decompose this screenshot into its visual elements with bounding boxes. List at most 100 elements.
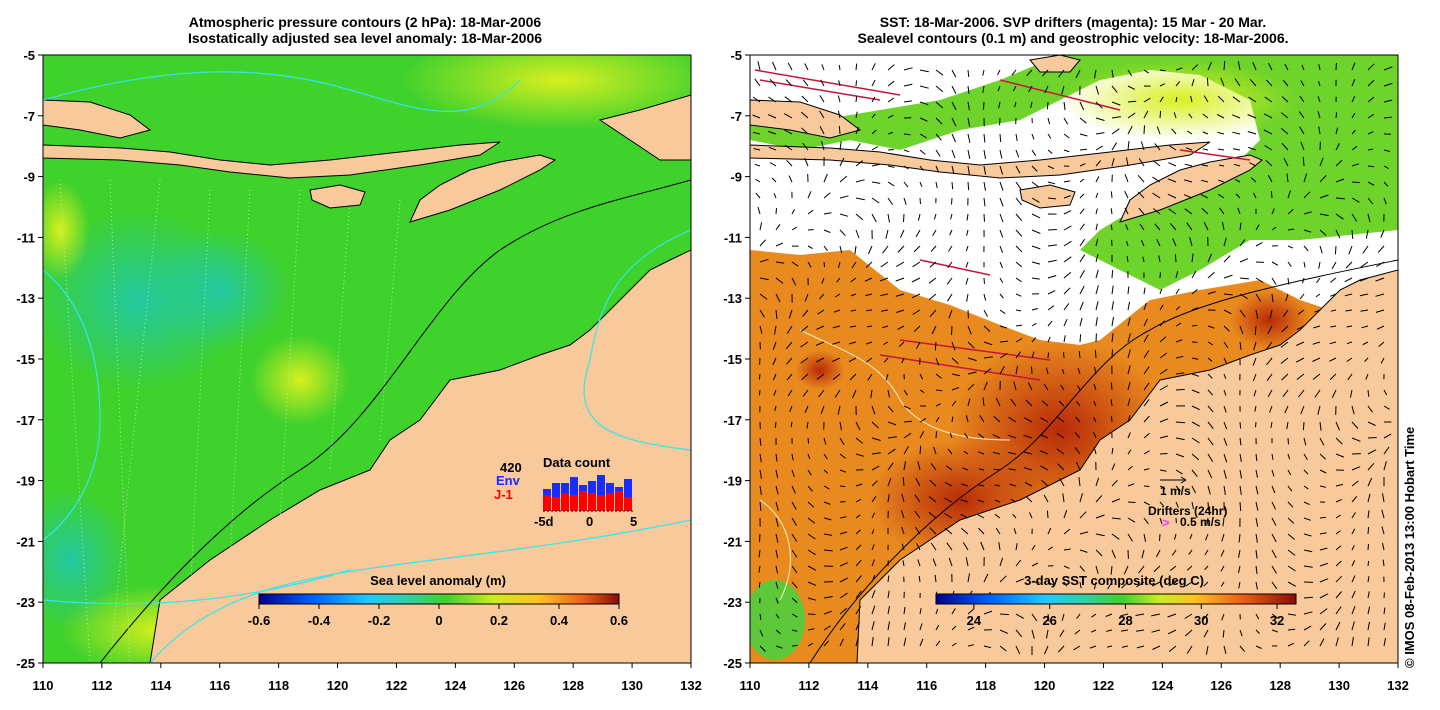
velocity-vector [1153,565,1161,573]
velocity-vector [1143,110,1149,119]
velocity-vector [1143,382,1150,391]
bathymetry-contour [99,179,691,663]
velocity-vector [1205,645,1209,655]
velocity-vector [951,133,957,143]
velocity-vector [1287,228,1295,231]
velocity-vector [1173,112,1177,119]
velocity-vector [1200,194,1209,199]
velocity-vector [887,462,894,471]
velocity-vector [1303,229,1312,233]
velocity-vector [935,133,942,141]
j1-count-bar [615,491,623,511]
velocity-vector [1060,384,1065,391]
velocity-vector [1175,271,1179,279]
velocity-vector [839,546,848,551]
velocity-vector [967,371,977,375]
velocity-vector [1330,309,1337,312]
velocity-vector [1063,149,1070,153]
velocity-vector [823,212,832,215]
velocity-vector [804,405,809,414]
lat-tick-label: -9 [23,170,35,185]
velocity-vector [752,131,761,135]
velocity-vector [1140,239,1145,247]
velocity-vector [887,181,895,187]
lat-tick-label: -23 [16,595,35,610]
velocity-vector [1143,287,1146,295]
velocity-vector [783,113,793,119]
velocity-vector [1090,629,1097,633]
velocity-vector [1191,373,1200,377]
velocity-vector [962,467,969,471]
velocity-vector [887,165,895,168]
velocity-vector [1216,114,1225,119]
velocity-vector [1319,437,1325,446]
velocity-vector [917,213,921,221]
velocity-vector [1335,197,1345,200]
velocity-vector [855,63,858,71]
velocity-vector [775,549,779,559]
velocity-vector [1127,112,1136,119]
velocity-vector [978,484,985,487]
colorbar-tick-label: -0.4 [308,613,331,628]
velocity-vector [851,261,857,269]
imos-credit: © IMOS 08-Feb-2013 13:00 Hobart Time [1402,426,1417,668]
velocity-vector [1015,559,1022,567]
velocity-vector [1367,560,1370,567]
velocity-vector [1314,389,1321,398]
velocity-vector [1303,245,1309,252]
velocity-vector [1329,341,1337,345]
colorbar-ticks: -0.6 -0.4 -0.2 0 0.2 0.4 0.6 [248,604,628,628]
velocity-vector [965,415,969,423]
velocity-vector [983,149,986,159]
velocity-vector [946,277,953,285]
velocity-vector [1041,400,1049,407]
velocity-vector [928,511,937,519]
velocity-vector [1239,325,1244,335]
velocity-vector [759,437,762,446]
velocity-vector [919,638,924,647]
velocity-vector [758,373,761,380]
velocity-vector [759,277,769,281]
velocity-vector [1008,416,1017,423]
velocity-vector [1168,645,1177,652]
velocity-vector [1238,533,1241,543]
left-map-title: Atmospheric pressure contours (2 hPa): 1… [40,14,690,46]
velocity-vector [932,229,937,237]
velocity-vector [1106,645,1113,648]
velocity-vector [898,341,905,347]
velocity-vector [759,613,762,621]
velocity-vector [983,356,993,359]
velocity-vector [1095,565,1099,574]
velocity-vector [967,85,970,94]
velocity-vector [871,197,880,204]
velocity-vector [1344,293,1353,297]
velocity-vector [1095,533,1105,537]
velocity-vector [1127,517,1136,523]
velocity-vector [807,628,815,631]
velocity-vector [1079,301,1084,311]
velocity-vector [1223,325,1230,332]
velocity-vector [1222,629,1225,638]
velocity-vector [871,181,881,184]
velocity-vector [1175,372,1185,375]
velocity-vector [1015,149,1020,158]
velocity-vector [1239,341,1242,350]
velocity-vector [807,501,815,508]
velocity-vector [1319,213,1329,217]
velocity-vector [1303,485,1309,490]
velocity-vector [837,261,841,269]
velocity-vector [1095,514,1105,519]
lat-tick-label: -5 [23,48,35,63]
velocity-vector [897,245,905,253]
velocity-vector [1143,318,1148,327]
velocity-vector [1031,181,1039,188]
velocity-vector [1255,549,1258,559]
lat-tick-label: -5 [730,48,742,63]
velocity-vector [1267,389,1273,397]
velocity-vector [1269,309,1273,319]
velocity-vector [1008,468,1017,471]
velocity-vector [1319,245,1323,254]
velocity-vector [1367,213,1371,223]
lat-tick-label: -11 [17,230,35,245]
velocity-vector [871,163,880,167]
